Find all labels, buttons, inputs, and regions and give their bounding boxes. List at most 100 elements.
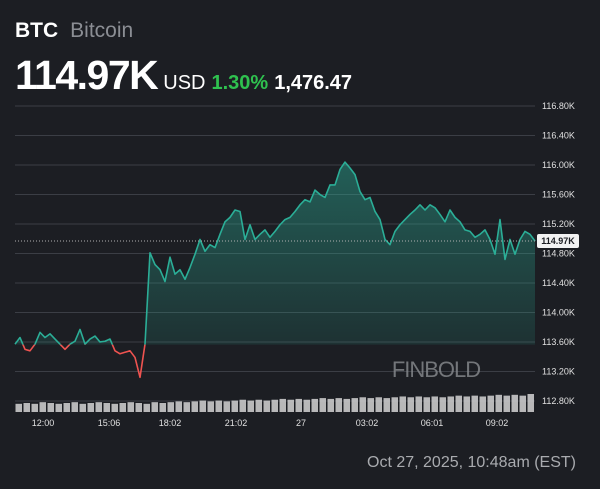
volume-bar (263, 400, 270, 412)
volume-bar (495, 394, 502, 412)
volume-bar (447, 396, 454, 412)
volume-bar (375, 397, 382, 412)
volume-bar (367, 398, 374, 412)
volume-bar (511, 394, 518, 412)
y-tick-label: 115.60K (542, 190, 575, 200)
volume-bar (151, 402, 158, 412)
volume-bar (79, 403, 86, 412)
volume-bar (167, 402, 174, 412)
volume-bar (487, 395, 494, 412)
volume-bar (119, 403, 126, 412)
volume-bar (111, 403, 118, 412)
volume-bar (87, 403, 94, 412)
x-tick-label: 06:01 (421, 418, 444, 428)
x-tick-label: 09:02 (486, 418, 509, 428)
volume-bar (343, 398, 350, 412)
volume-bar (383, 398, 390, 412)
price-row: 114.97K USD 1.30% 1,476.47 (15, 52, 352, 99)
volume-bar (247, 400, 254, 412)
volume-bar (311, 398, 318, 412)
x-tick-label: 12:00 (32, 418, 55, 428)
symbol: BTC (15, 19, 59, 42)
volume-bar (207, 401, 214, 412)
header-row: BTC Bitcoin (15, 19, 133, 43)
y-tick-label: 116.40K (542, 131, 575, 141)
volume-bar (255, 399, 262, 412)
y-tick-label: 114.00K (542, 307, 575, 317)
volume-bar (143, 403, 150, 412)
volume-bar (471, 395, 478, 412)
volume-bar (415, 396, 422, 412)
x-tick-label: 27 (296, 418, 306, 428)
price-area (15, 162, 535, 345)
volume-bar (15, 403, 22, 412)
volume-bar (39, 402, 46, 412)
price: 114.97K (15, 52, 159, 98)
y-tick-label: 113.60K (542, 337, 575, 347)
volume-bar (303, 399, 310, 412)
currency: USD (163, 72, 206, 94)
y-tick-label: 115.20K (542, 219, 575, 229)
x-tick-label: 21:02 (225, 418, 248, 428)
y-tick-label: 116.80K (542, 101, 575, 111)
watermark: FINBOLD (392, 357, 480, 382)
volume-bar (47, 403, 54, 412)
volume-bar (215, 400, 222, 412)
volume-bar (239, 399, 246, 412)
volume-bar (391, 397, 398, 412)
volume-bar (479, 396, 486, 412)
volume-bar (463, 396, 470, 412)
volume-bar (295, 398, 302, 412)
volume-bar (71, 402, 78, 412)
change: 1,476.47 (274, 72, 353, 94)
change-percent: 1.30% (211, 72, 269, 94)
volume-bar (335, 398, 342, 412)
volume-bar (399, 396, 406, 412)
price-line (14, 161, 536, 345)
x-tick-label: 18:02 (159, 418, 182, 428)
volume-bar (55, 403, 62, 412)
volume-bar (527, 394, 534, 412)
volume-bar (31, 403, 38, 412)
volume-bar (319, 398, 326, 412)
asset-name: Bitcoin (70, 19, 134, 42)
y-tick-label: 116.00K (542, 160, 575, 170)
x-tick-label: 03:02 (356, 418, 379, 428)
volume-bar (63, 403, 70, 412)
y-tick-label: 112.80K (542, 396, 575, 406)
volume-bar (351, 398, 358, 412)
volume-bar (423, 397, 430, 412)
volume-bar (223, 401, 230, 412)
volume-bar (23, 403, 30, 412)
volume-bar (103, 403, 110, 412)
volume-bar (135, 403, 142, 412)
y-tick-label: 113.20K (542, 366, 575, 376)
timestamp: Oct 27, 2025, 10:48am (EST) (367, 454, 576, 471)
volume-bar (175, 401, 182, 412)
volume-bar (159, 403, 166, 412)
volume-bar (439, 397, 446, 412)
y-tick-label: 114.40K (542, 278, 575, 288)
volume-bar (455, 395, 462, 412)
volume-bar (127, 402, 134, 412)
volume-bar (183, 402, 190, 412)
volume-bar (271, 399, 278, 412)
volume-bar (199, 400, 206, 412)
y-tick-label: 114.80K (542, 249, 575, 259)
volume-bar (279, 398, 286, 412)
price-label: 114.97K (541, 236, 575, 246)
volume-bar (431, 396, 438, 412)
x-tick-label: 15:06 (98, 418, 121, 428)
volume-bar (359, 397, 366, 412)
volume-bar (95, 402, 102, 412)
volume-bar (231, 400, 238, 412)
volume-bar (503, 395, 510, 412)
volume-bar (327, 398, 334, 412)
volume-bar (287, 399, 294, 412)
volume-bar (407, 397, 414, 412)
volume-bar (519, 395, 526, 412)
volume-bar (191, 401, 198, 412)
price-label-box (537, 233, 579, 248)
